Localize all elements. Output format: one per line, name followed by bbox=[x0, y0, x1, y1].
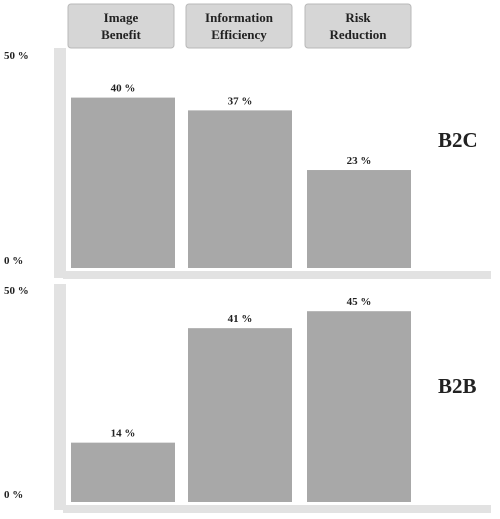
b2b-y-axis-strip bbox=[54, 284, 66, 510]
b2c-value-label-information-efficiency: 37 % bbox=[228, 95, 253, 107]
b2b-bar-image-benefit bbox=[71, 442, 175, 502]
b2c-baseline bbox=[63, 271, 491, 279]
header-label-information-efficiency-line2: Efficiency bbox=[211, 27, 267, 42]
b2b-value-label-information-efficiency: 41 % bbox=[228, 313, 253, 325]
b2b-tick-max: 50 % bbox=[4, 285, 29, 297]
header-box-image-benefit bbox=[67, 3, 175, 49]
header-label-information-efficiency-line1: Information bbox=[205, 10, 274, 25]
category-headers: Image Benefit Information Efficiency Risk Red… bbox=[67, 3, 412, 49]
header-box-information-efficiency bbox=[185, 3, 293, 49]
b2c-bar-information-efficiency bbox=[188, 110, 292, 268]
b2b-tick-min: 0 % bbox=[4, 489, 23, 501]
header-box-risk-reduction bbox=[304, 3, 412, 49]
header-label-image-benefit-line1: Image bbox=[104, 10, 139, 25]
b2c-tick-min: 0 % bbox=[4, 255, 23, 267]
panel-label-b2b: B2B bbox=[438, 374, 477, 398]
header-image-benefit: Image Benefit bbox=[67, 3, 175, 49]
header-label-image-benefit-line2: Benefit bbox=[101, 27, 141, 42]
b2b-bar-information-efficiency bbox=[188, 328, 292, 502]
panel-b2c: 50 % 0 % 40 % 37 % 23 % B2C bbox=[4, 48, 491, 279]
b2b-value-label-risk-reduction: 45 % bbox=[347, 296, 372, 308]
b2b-value-label-image-benefit: 14 % bbox=[111, 428, 136, 440]
panel-b2b: 50 % 0 % 14 % 41 % 45 % B2B bbox=[4, 284, 491, 513]
header-information-efficiency: Information Efficiency bbox=[185, 3, 293, 49]
b2c-bar-risk-reduction bbox=[307, 170, 411, 268]
b2c-tick-max: 50 % bbox=[4, 50, 29, 62]
b2c-bar-image-benefit bbox=[71, 97, 175, 268]
b2c-y-axis-strip bbox=[54, 48, 66, 278]
panel-label-b2c: B2C bbox=[438, 128, 478, 152]
header-label-risk-reduction-line1: Risk bbox=[345, 10, 371, 25]
b2c-value-label-image-benefit: 40 % bbox=[111, 83, 136, 95]
header-risk-reduction: Risk Reduction bbox=[304, 3, 412, 49]
b2c-value-label-risk-reduction: 23 % bbox=[347, 155, 372, 167]
b2b-bar-risk-reduction bbox=[307, 311, 411, 502]
b2b-baseline bbox=[63, 505, 491, 513]
header-label-risk-reduction-line2: Reduction bbox=[329, 27, 387, 42]
